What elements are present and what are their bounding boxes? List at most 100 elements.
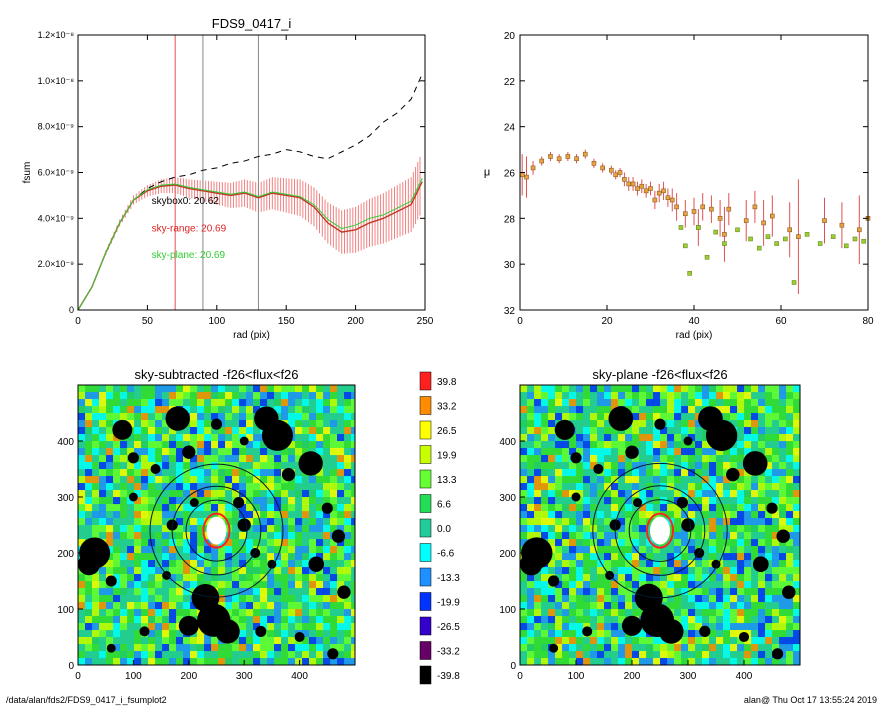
pixel [302, 630, 310, 638]
pixel [155, 567, 163, 575]
pixel [127, 567, 135, 575]
pixel [653, 441, 661, 449]
pixel [225, 469, 233, 477]
pixel [737, 406, 745, 414]
pixel [667, 497, 675, 505]
pixel [786, 490, 794, 498]
colorbar-label: -33.2 [437, 647, 460, 658]
pixel [127, 644, 135, 652]
pixel [597, 504, 605, 512]
pixel [555, 462, 563, 470]
pixel [85, 637, 93, 645]
pixel [337, 609, 345, 617]
pixel [274, 476, 282, 484]
pixel [267, 595, 275, 603]
pixel [534, 616, 542, 624]
pixel [344, 546, 352, 554]
pixel [204, 651, 212, 659]
aperture-circle [628, 499, 692, 562]
pixel [639, 560, 647, 568]
pixel [190, 560, 198, 568]
pixel [253, 609, 261, 617]
pixel [351, 427, 355, 435]
pixel [113, 609, 121, 617]
pixel [337, 420, 345, 428]
pixel [604, 518, 612, 526]
pixel [85, 574, 93, 582]
pixel [127, 546, 135, 554]
pixel [541, 385, 549, 393]
pixel [541, 455, 549, 463]
pixel [786, 406, 794, 414]
pixel [737, 588, 745, 596]
pixel [218, 504, 226, 512]
pixel [281, 553, 289, 561]
sky-subtracted-image-panel: 0 100 200 300 4000100200300400sky-subtracted… [57, 367, 356, 682]
pixel [702, 427, 710, 435]
pixel [316, 504, 324, 512]
pixel [772, 658, 780, 665]
pixel [597, 490, 605, 498]
pixel [702, 476, 710, 484]
pixel [337, 392, 345, 400]
pixel [667, 504, 675, 512]
pixel [765, 448, 773, 456]
pixel [779, 574, 787, 582]
pixel [155, 406, 163, 414]
pixel [744, 609, 752, 617]
pixel [737, 385, 745, 393]
pixel [337, 658, 345, 665]
pixel [744, 413, 752, 421]
pixel [646, 637, 654, 645]
pixel [204, 637, 212, 645]
pixel [330, 392, 338, 400]
pixel [288, 651, 296, 659]
pixel [765, 490, 773, 498]
pixel [534, 448, 542, 456]
pixel [183, 644, 191, 652]
pixel [590, 609, 598, 617]
pixel [541, 532, 549, 540]
pixel [730, 420, 738, 428]
pixel [681, 623, 689, 631]
pixel [779, 560, 787, 568]
pixel [197, 630, 205, 638]
pixel [751, 658, 759, 665]
pixel [120, 609, 128, 617]
pixel [197, 574, 205, 582]
pixel [604, 630, 612, 638]
pixel [667, 434, 675, 442]
pixel [232, 637, 240, 645]
pixel [92, 630, 100, 638]
pixel [302, 546, 310, 554]
pixel [106, 623, 114, 631]
pixel [604, 434, 612, 442]
pixel [141, 588, 149, 596]
sky-range-point [700, 204, 706, 210]
pixel [793, 385, 800, 393]
pixel [316, 574, 324, 582]
pixel [618, 539, 626, 547]
pixel [786, 427, 794, 435]
pixel [660, 427, 668, 435]
pixel [639, 574, 647, 582]
pixel [309, 399, 317, 407]
pixel [723, 616, 731, 624]
pixel [134, 399, 142, 407]
pixel [169, 385, 177, 393]
pixel [281, 644, 289, 652]
pixel [344, 504, 352, 512]
pixel [127, 497, 135, 505]
pixel [632, 567, 640, 575]
pixel [246, 427, 254, 435]
pixel [688, 588, 696, 596]
pixel [148, 392, 156, 400]
pixel [288, 483, 296, 491]
pixel [534, 434, 542, 442]
pixel [148, 518, 156, 526]
pixel [667, 574, 675, 582]
pixel [667, 385, 675, 393]
pixel [527, 434, 535, 442]
pixel [569, 602, 577, 610]
pixel [520, 504, 528, 512]
